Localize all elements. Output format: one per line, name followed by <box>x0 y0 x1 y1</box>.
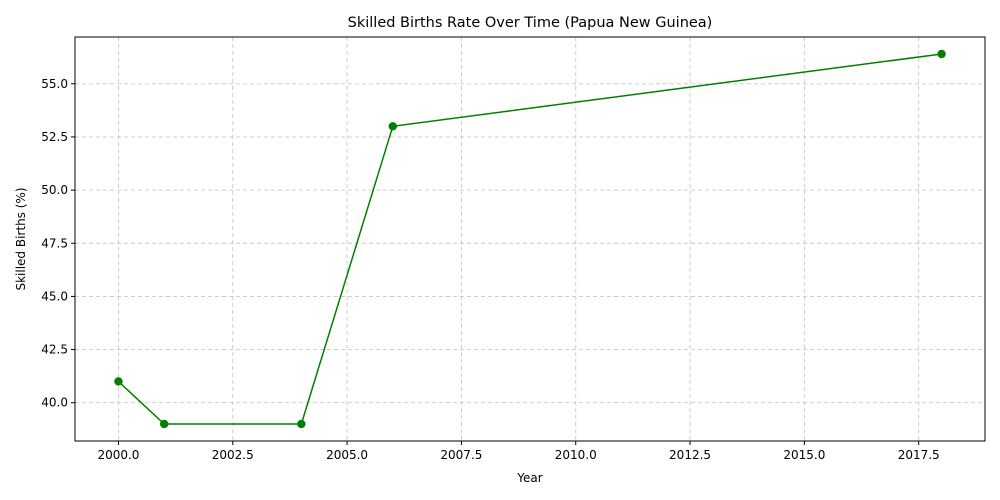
x-tick-label: 2015.0 <box>783 448 825 462</box>
x-tick-label: 2002.5 <box>212 448 254 462</box>
data-point <box>388 122 398 131</box>
y-tick-label: 55.0 <box>41 77 68 91</box>
x-axis-ticks: 2000.0 2002.5 2005.0 2007.5 2010.0 2012.5 2015… <box>97 441 940 462</box>
x-tick-label: 2010.0 <box>555 448 597 462</box>
x-tick-label: 2017.5 <box>898 448 940 462</box>
data-point <box>297 419 306 429</box>
y-tick-label: 50.0 <box>41 183 68 197</box>
series-line <box>117 53 942 425</box>
data-point <box>159 419 169 429</box>
y-tick-label: 47.5 <box>41 236 68 250</box>
y-axis-ticks: 40.0 42.5 45.0 47.5 50.0 52.5 55.0 <box>41 77 75 410</box>
x-tick-label: 2000.0 <box>97 448 139 462</box>
y-tick-label: 45.0 <box>41 289 68 303</box>
series-layer <box>114 49 946 429</box>
y-tick-label: 40.0 <box>41 396 68 410</box>
x-tick-label: 2005.0 <box>326 448 368 462</box>
y-tick-label: 42.5 <box>41 343 68 357</box>
plot-frame <box>74 36 986 442</box>
data-point <box>937 49 946 59</box>
y-tick-label: 52.5 <box>41 130 68 144</box>
data-point <box>114 377 123 386</box>
chart-title: Skilled Births Rate Over Time (Papua New… <box>348 15 713 31</box>
grid <box>75 37 985 441</box>
x-axis-label: Year <box>516 471 542 485</box>
y-axis-label: Skilled Births (%) <box>14 187 28 290</box>
x-tick-label: 2007.5 <box>440 448 482 462</box>
x-tick-label: 2012.5 <box>669 448 711 462</box>
